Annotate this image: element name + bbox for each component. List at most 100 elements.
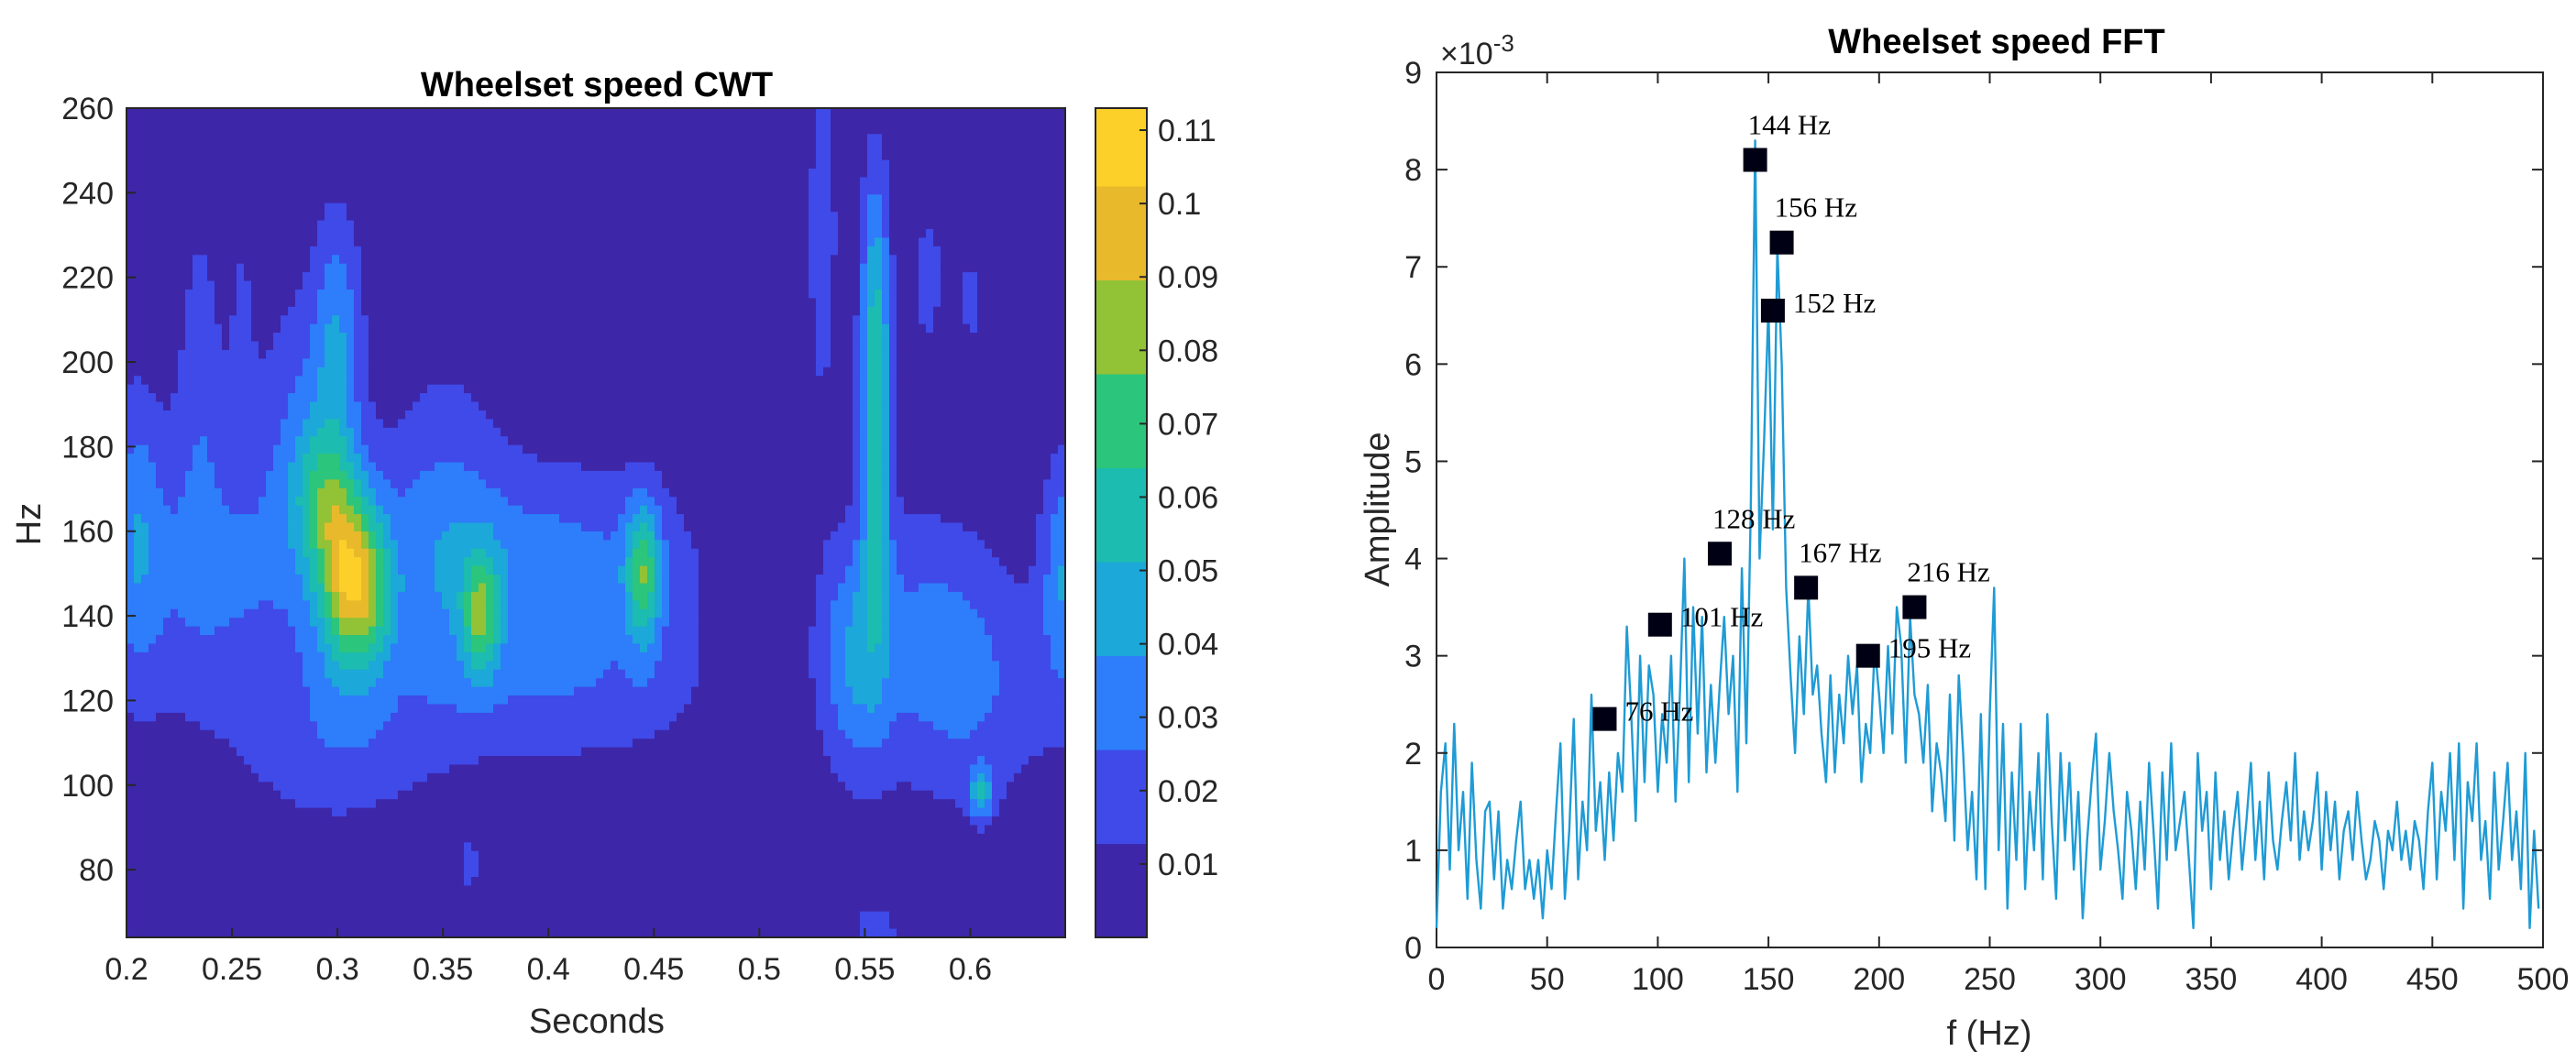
cwt-cell	[633, 177, 641, 187]
cwt-cell	[376, 349, 384, 359]
cwt-cell	[244, 212, 252, 222]
cwt-cell	[743, 108, 751, 118]
cwt-cell	[662, 376, 670, 386]
cwt-cell	[809, 341, 817, 351]
cwt-cell	[882, 185, 890, 195]
cwt-cell	[413, 427, 421, 437]
cwt-cell	[735, 280, 743, 290]
cwt-cell	[889, 151, 897, 161]
cwt-cell	[581, 367, 589, 377]
cwt-cell	[963, 410, 971, 420]
cwt-cell	[919, 272, 927, 282]
cwt-cell	[853, 410, 861, 420]
cwt-cell	[860, 220, 868, 230]
cwt-cell	[801, 237, 809, 247]
cwt-cell	[420, 177, 428, 187]
cwt-cell	[647, 367, 655, 377]
cwt-cell	[266, 419, 274, 429]
cwt-cell	[464, 410, 472, 420]
cwt-cell	[933, 427, 941, 437]
cwt-cell	[339, 194, 347, 204]
cwt-cell	[867, 367, 875, 377]
cwt-cell	[567, 116, 575, 126]
cwt-cell	[545, 108, 553, 118]
cwt-cell	[948, 185, 956, 195]
cwt-cell	[1043, 410, 1051, 420]
cwt-cell	[713, 306, 721, 316]
cwt-cell	[127, 168, 135, 179]
cwt-cell	[420, 289, 428, 299]
cwt-cell	[266, 125, 274, 135]
cwt-cell	[237, 151, 245, 161]
cwt-cell	[853, 168, 861, 179]
cwt-cell	[229, 333, 237, 343]
cwt-cell	[779, 134, 787, 144]
cwt-cell	[1014, 333, 1022, 343]
cwt-cell	[515, 358, 523, 368]
cwt-cell	[941, 220, 949, 230]
cwt-cell	[589, 125, 597, 135]
cwt-cell	[141, 358, 149, 368]
cwt-cell	[684, 384, 692, 394]
cwt-cell	[398, 246, 406, 256]
cwt-cell	[838, 185, 846, 195]
cwt-cell	[1021, 116, 1029, 126]
cwt-cell	[207, 228, 215, 239]
cwt-cell	[787, 142, 795, 152]
cwt-cell	[1007, 384, 1015, 394]
cwt-cell	[743, 333, 751, 343]
cwt-cell	[919, 255, 927, 265]
cwt-cell	[992, 272, 1000, 282]
cwt-cell	[178, 341, 186, 351]
cwt-cell	[229, 237, 237, 247]
cwt-cell	[713, 177, 721, 187]
cwt-cell	[310, 315, 318, 325]
cwt-cell	[941, 280, 949, 290]
cwt-cell	[684, 151, 692, 161]
cwt-cell	[1021, 358, 1029, 368]
cwt-cell	[779, 419, 787, 429]
cwt-cell	[185, 108, 193, 118]
cwt-cell	[178, 280, 186, 290]
cwt-cell	[171, 358, 179, 368]
cwt-cell	[420, 367, 428, 377]
cwt-cell	[845, 349, 853, 359]
cwt-cell	[926, 341, 934, 351]
cwt-cell	[838, 289, 846, 299]
cwt-cell	[127, 194, 135, 204]
cwt-cell	[801, 203, 809, 213]
cwt-cell	[354, 151, 362, 161]
cwt-cell	[1051, 255, 1059, 265]
cwt-cell	[765, 427, 773, 437]
cwt-cell	[787, 384, 795, 394]
cwt-cell	[728, 306, 736, 316]
cwt-cell	[244, 341, 252, 351]
cwt-cell	[237, 427, 245, 437]
cwt-cell	[259, 134, 267, 144]
cwt-cell	[801, 393, 809, 403]
cwt-cell	[640, 367, 648, 377]
cwt-cell	[889, 246, 897, 256]
cwt-cell	[992, 427, 1000, 437]
cwt-cell	[574, 323, 582, 334]
cwt-cell	[845, 203, 853, 213]
cwt-cell	[941, 159, 949, 170]
cwt-cell	[200, 246, 208, 256]
cwt-cell	[288, 185, 296, 195]
cwt-cell	[985, 108, 993, 118]
cwt-cell	[735, 341, 743, 351]
cwt-cell	[259, 401, 267, 411]
cwt-cell	[831, 367, 839, 377]
cwt-cell	[171, 272, 179, 282]
cwt-cell	[339, 419, 347, 429]
cwt-cell	[281, 134, 289, 144]
cwt-cell	[427, 134, 435, 144]
cwt-cell	[816, 436, 824, 446]
cwt-cell	[765, 358, 773, 368]
cwt-cell	[405, 185, 413, 195]
cwt-cell	[171, 436, 179, 446]
cwt-cell	[339, 315, 347, 325]
cwt-cell	[904, 220, 912, 230]
cwt-cell	[838, 125, 846, 135]
cwt-cell	[215, 384, 223, 394]
